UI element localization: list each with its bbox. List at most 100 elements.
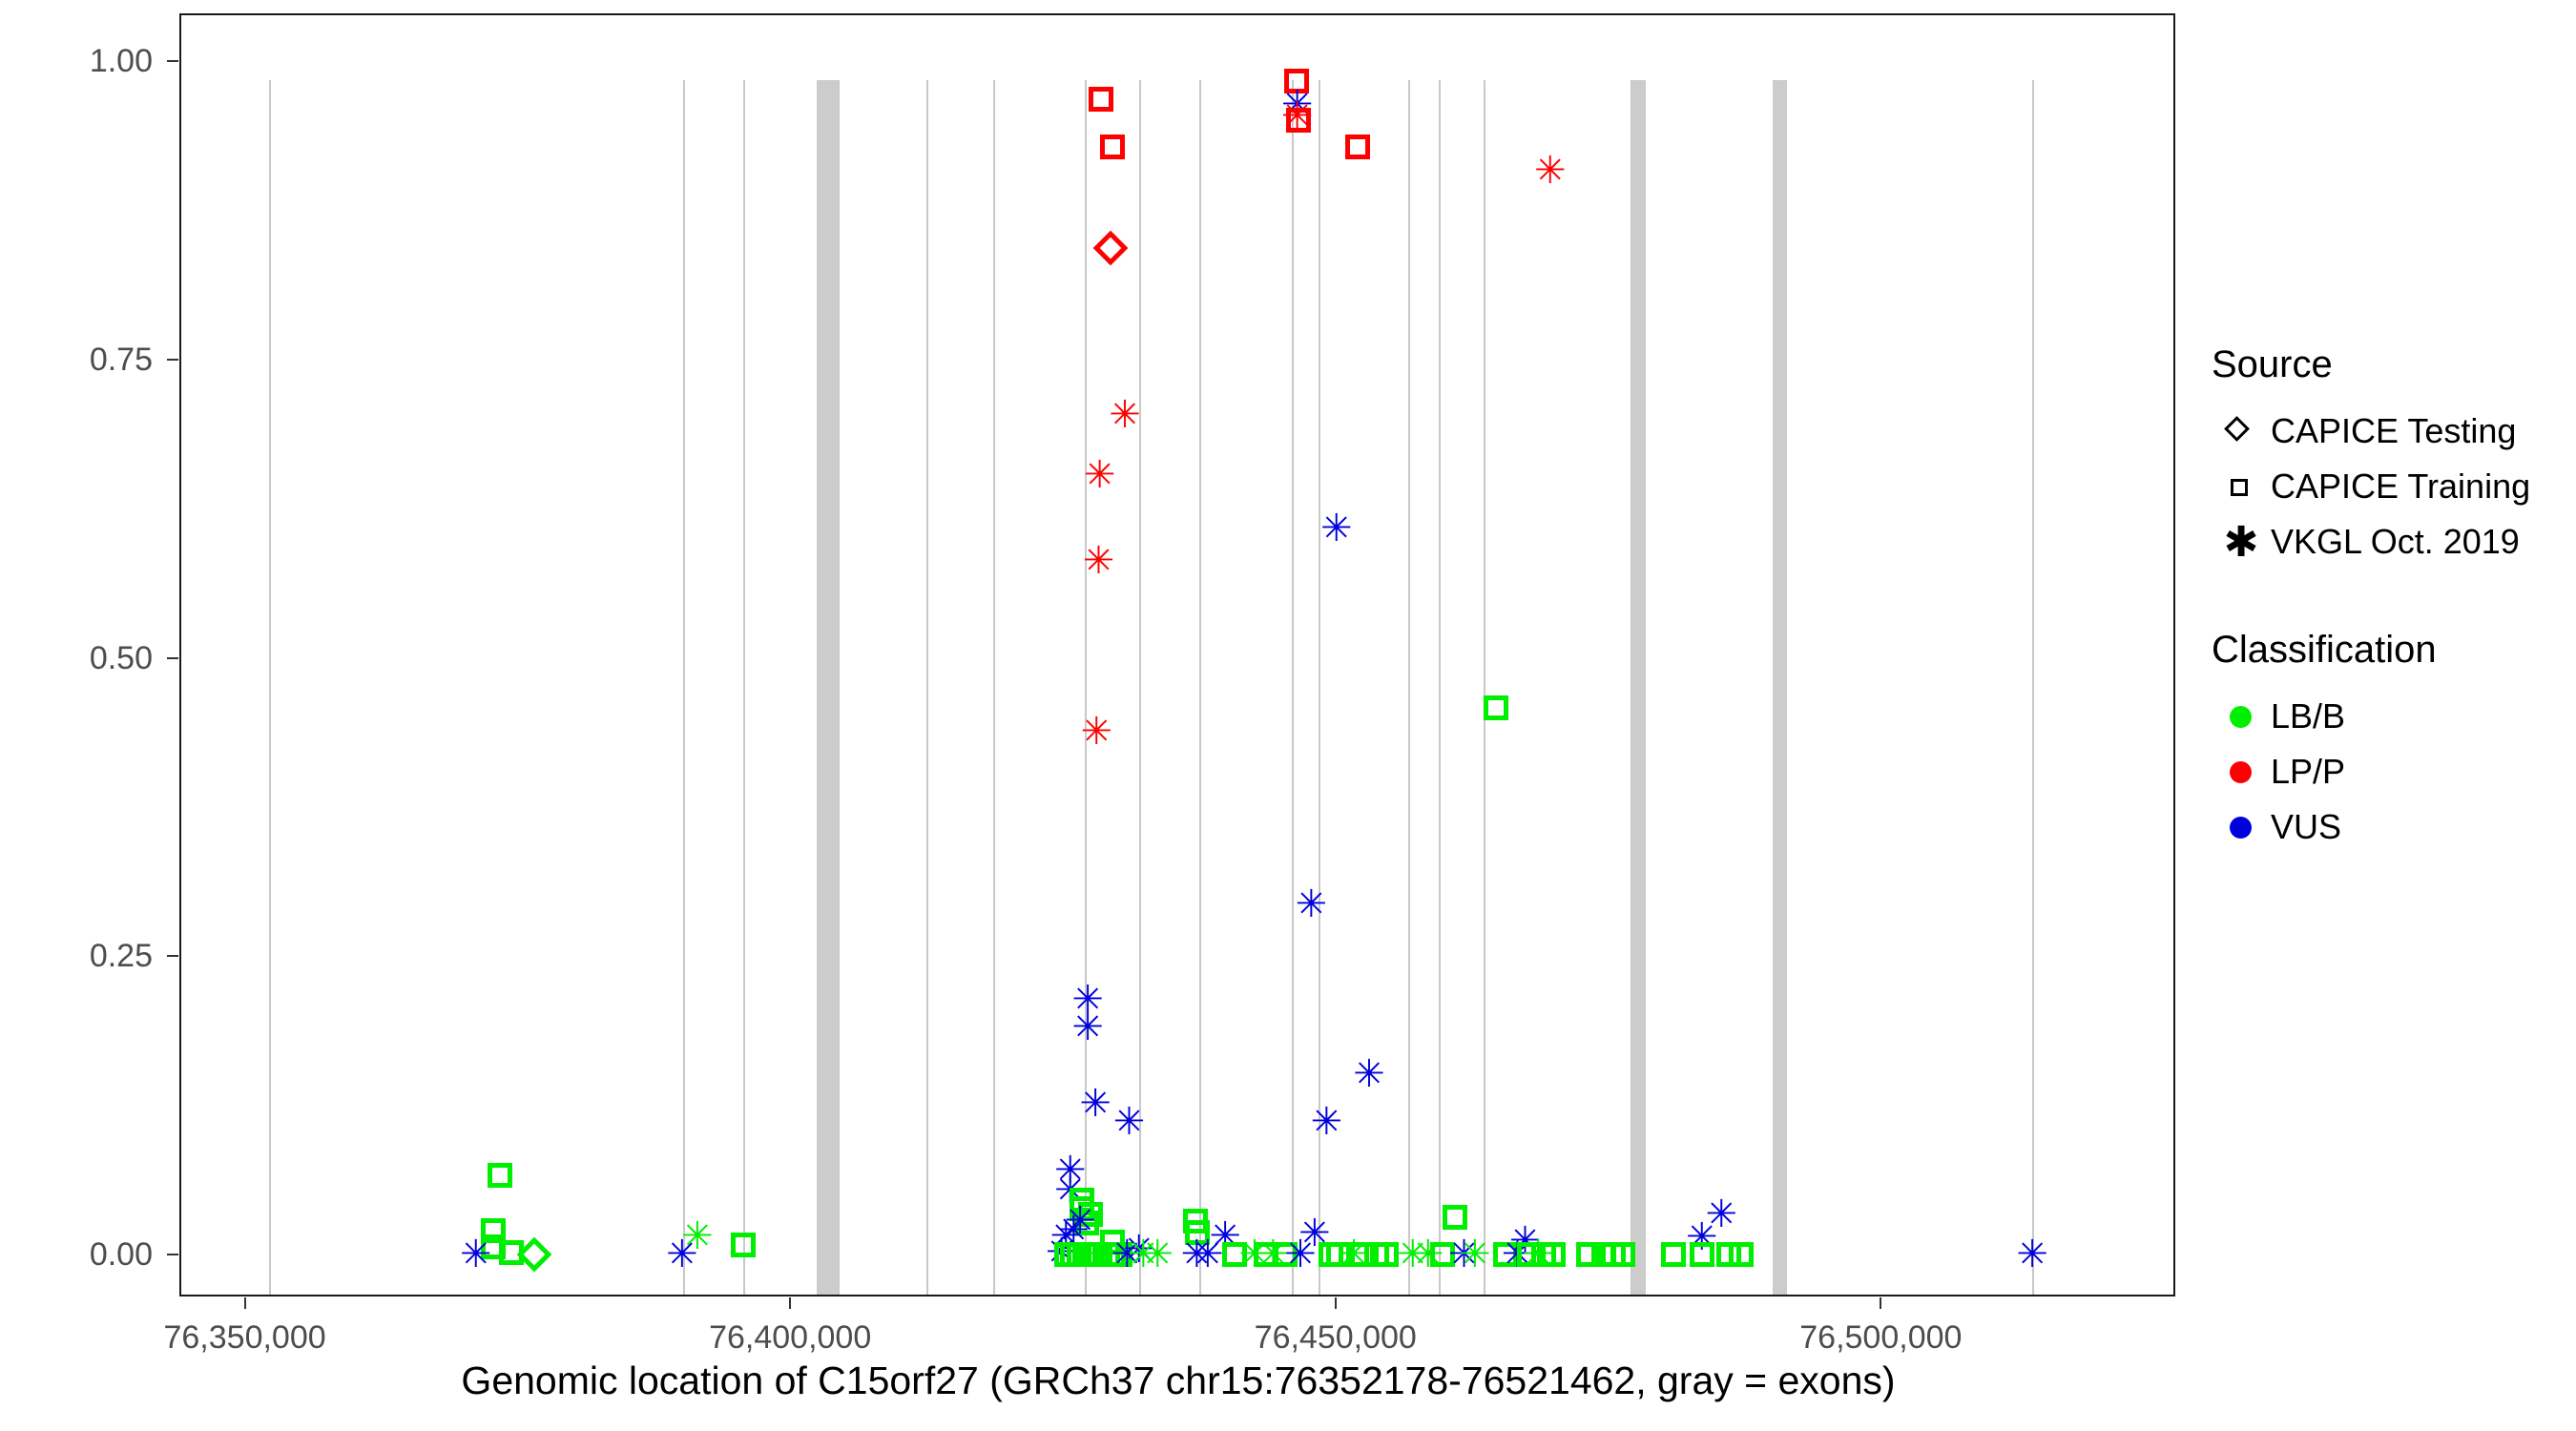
gene-feature-line [1319, 80, 1321, 1295]
legend-item-lpp[interactable]: LP/P [2212, 744, 2574, 799]
scatter-point: ✳ [1064, 1198, 1096, 1243]
scatter-point: ✳ [1522, 1232, 1554, 1276]
scatter-point [516, 1236, 552, 1273]
scatter-point: ✳ [1501, 1232, 1534, 1276]
scatter-point: ✳ [1310, 1099, 1343, 1144]
scatter-point [1541, 1241, 1567, 1267]
scatter-point: ✳ [1109, 393, 1141, 438]
scatter-point [1272, 1241, 1298, 1267]
scatter-point [1059, 1241, 1085, 1267]
scatter-point [487, 1163, 512, 1189]
x-tick-mark [243, 1297, 246, 1309]
exon-band [817, 80, 839, 1295]
scatter-point: ✳ [1319, 507, 1353, 550]
legend-item-vkgl[interactable]: ✱ VKGL Oct. 2019 [2212, 514, 2574, 570]
gene-feature-line [1291, 80, 1294, 1295]
scatter-point: ✳ [1459, 1232, 1491, 1276]
asterisk-icon: ✱ [2223, 517, 2259, 567]
x-tick-label: 76,500,000 [1799, 1319, 1963, 1356]
scatter-point: ✳ [1508, 1218, 1542, 1263]
y-tick-mark [167, 656, 178, 659]
y-tick-mark [167, 1254, 178, 1256]
gene-feature-line [1198, 80, 1201, 1295]
legend-item-capice-training[interactable]: CAPICE Training [2212, 459, 2574, 514]
scatter-point: ✳ [1257, 1232, 1290, 1276]
scatter-point: ✳ [665, 1232, 698, 1276]
y-tick-mark [167, 358, 178, 361]
gene-feature-line [1439, 80, 1442, 1295]
x-tick-mark [1334, 1297, 1337, 1309]
legend-group-classification: Classification LB/B LP/P VUS [2212, 629, 2574, 855]
scatter-point: ✳ [1053, 1149, 1087, 1193]
scatter-point: ✳ [1353, 1051, 1385, 1096]
gene-feature-line [1484, 80, 1486, 1295]
scatter-point [480, 1217, 506, 1243]
gene-feature-line [1408, 80, 1411, 1295]
gene-feature-line [992, 80, 995, 1295]
scatter-point [1054, 1241, 1080, 1267]
scatter-point: ✳ [1057, 1208, 1090, 1253]
scatter-point: ✳ [1705, 1192, 1737, 1237]
scatter-point: ✳ [1086, 1232, 1118, 1276]
scatter-point [1222, 1241, 1248, 1267]
scatter-point: ✳ [1533, 148, 1567, 193]
legend-item-vus[interactable]: VUS [2212, 799, 2574, 855]
scatter-point: ✳ [1411, 1232, 1444, 1276]
scatter-point [1108, 1241, 1133, 1267]
square-icon [2212, 459, 2271, 514]
gene-feature-line [1084, 80, 1087, 1295]
scatter-point: ✳ [1280, 94, 1314, 139]
scatter-point: ✳ [459, 1232, 492, 1276]
gene-feature-line [1138, 80, 1141, 1295]
scatter-point [1363, 1241, 1389, 1267]
legend-item-label: CAPICE Testing [2271, 411, 2517, 450]
scatter-point: ✳ [1280, 82, 1314, 127]
scatter-point [480, 1234, 506, 1260]
x-tick-label: 76,350,000 [163, 1319, 326, 1356]
gene-feature-line [683, 80, 685, 1295]
diamond-icon [2212, 404, 2271, 459]
scatter-point: ✳ [1071, 1005, 1104, 1049]
y-tick-label: 0.25 [89, 938, 153, 975]
x-axis-title: Genomic location of C15orf27 (GRCh37 chr… [461, 1358, 1896, 1402]
exon-band [1631, 80, 1647, 1295]
scatter-point [1590, 1241, 1616, 1267]
scatter-point: ✳ [1071, 978, 1104, 1023]
scatter-point: ✳ [1685, 1215, 1718, 1260]
scatter-point [1600, 1241, 1626, 1267]
x-tick-label: 76,400,000 [709, 1319, 872, 1356]
scatter-point [499, 1240, 525, 1266]
gene-feature-line [925, 80, 928, 1295]
legend-item-capice-testing[interactable]: CAPICE Testing [2212, 404, 2574, 459]
scatter-point: ✳ [1079, 1082, 1111, 1127]
scatter-point [1716, 1241, 1742, 1267]
scatter-point [1689, 1241, 1714, 1267]
scatter-point [1185, 1220, 1211, 1246]
scatter-point [1088, 86, 1113, 112]
scatter-point [1073, 1211, 1099, 1236]
scatter-point [1728, 1241, 1754, 1267]
scatter-point [1374, 1241, 1400, 1267]
x-tick-mark [789, 1297, 792, 1309]
scatter-point: ✳ [1238, 1232, 1271, 1276]
scatter-point [1660, 1241, 1686, 1267]
legend-item-lbb[interactable]: LB/B [2212, 689, 2574, 744]
scatter-point [1325, 1241, 1351, 1267]
scatter-point: ✳ [1447, 1232, 1481, 1276]
legend: Source CAPICE Testing CAPICE Training ✱ … [2212, 343, 2574, 914]
scatter-point: ✳ [1338, 1232, 1370, 1276]
gene-feature-line [838, 80, 841, 1295]
y-tick-mark [167, 60, 178, 63]
gene-feature-line [269, 80, 272, 1295]
legend-title-source: Source [2212, 343, 2333, 385]
scatter-point [1094, 1241, 1120, 1267]
scatter-point: ✳ [1295, 882, 1328, 927]
legend-item-label: LP/P [2271, 752, 2346, 791]
scatter-point [1345, 134, 1371, 159]
gene-feature-line [2032, 80, 2035, 1295]
scatter-point [1429, 1241, 1455, 1267]
scatter-point [1492, 1241, 1518, 1267]
circle-icon [2212, 689, 2271, 744]
scatter-point: ✳ [1191, 1232, 1224, 1276]
scatter-point: ✳ [1045, 1231, 1078, 1275]
